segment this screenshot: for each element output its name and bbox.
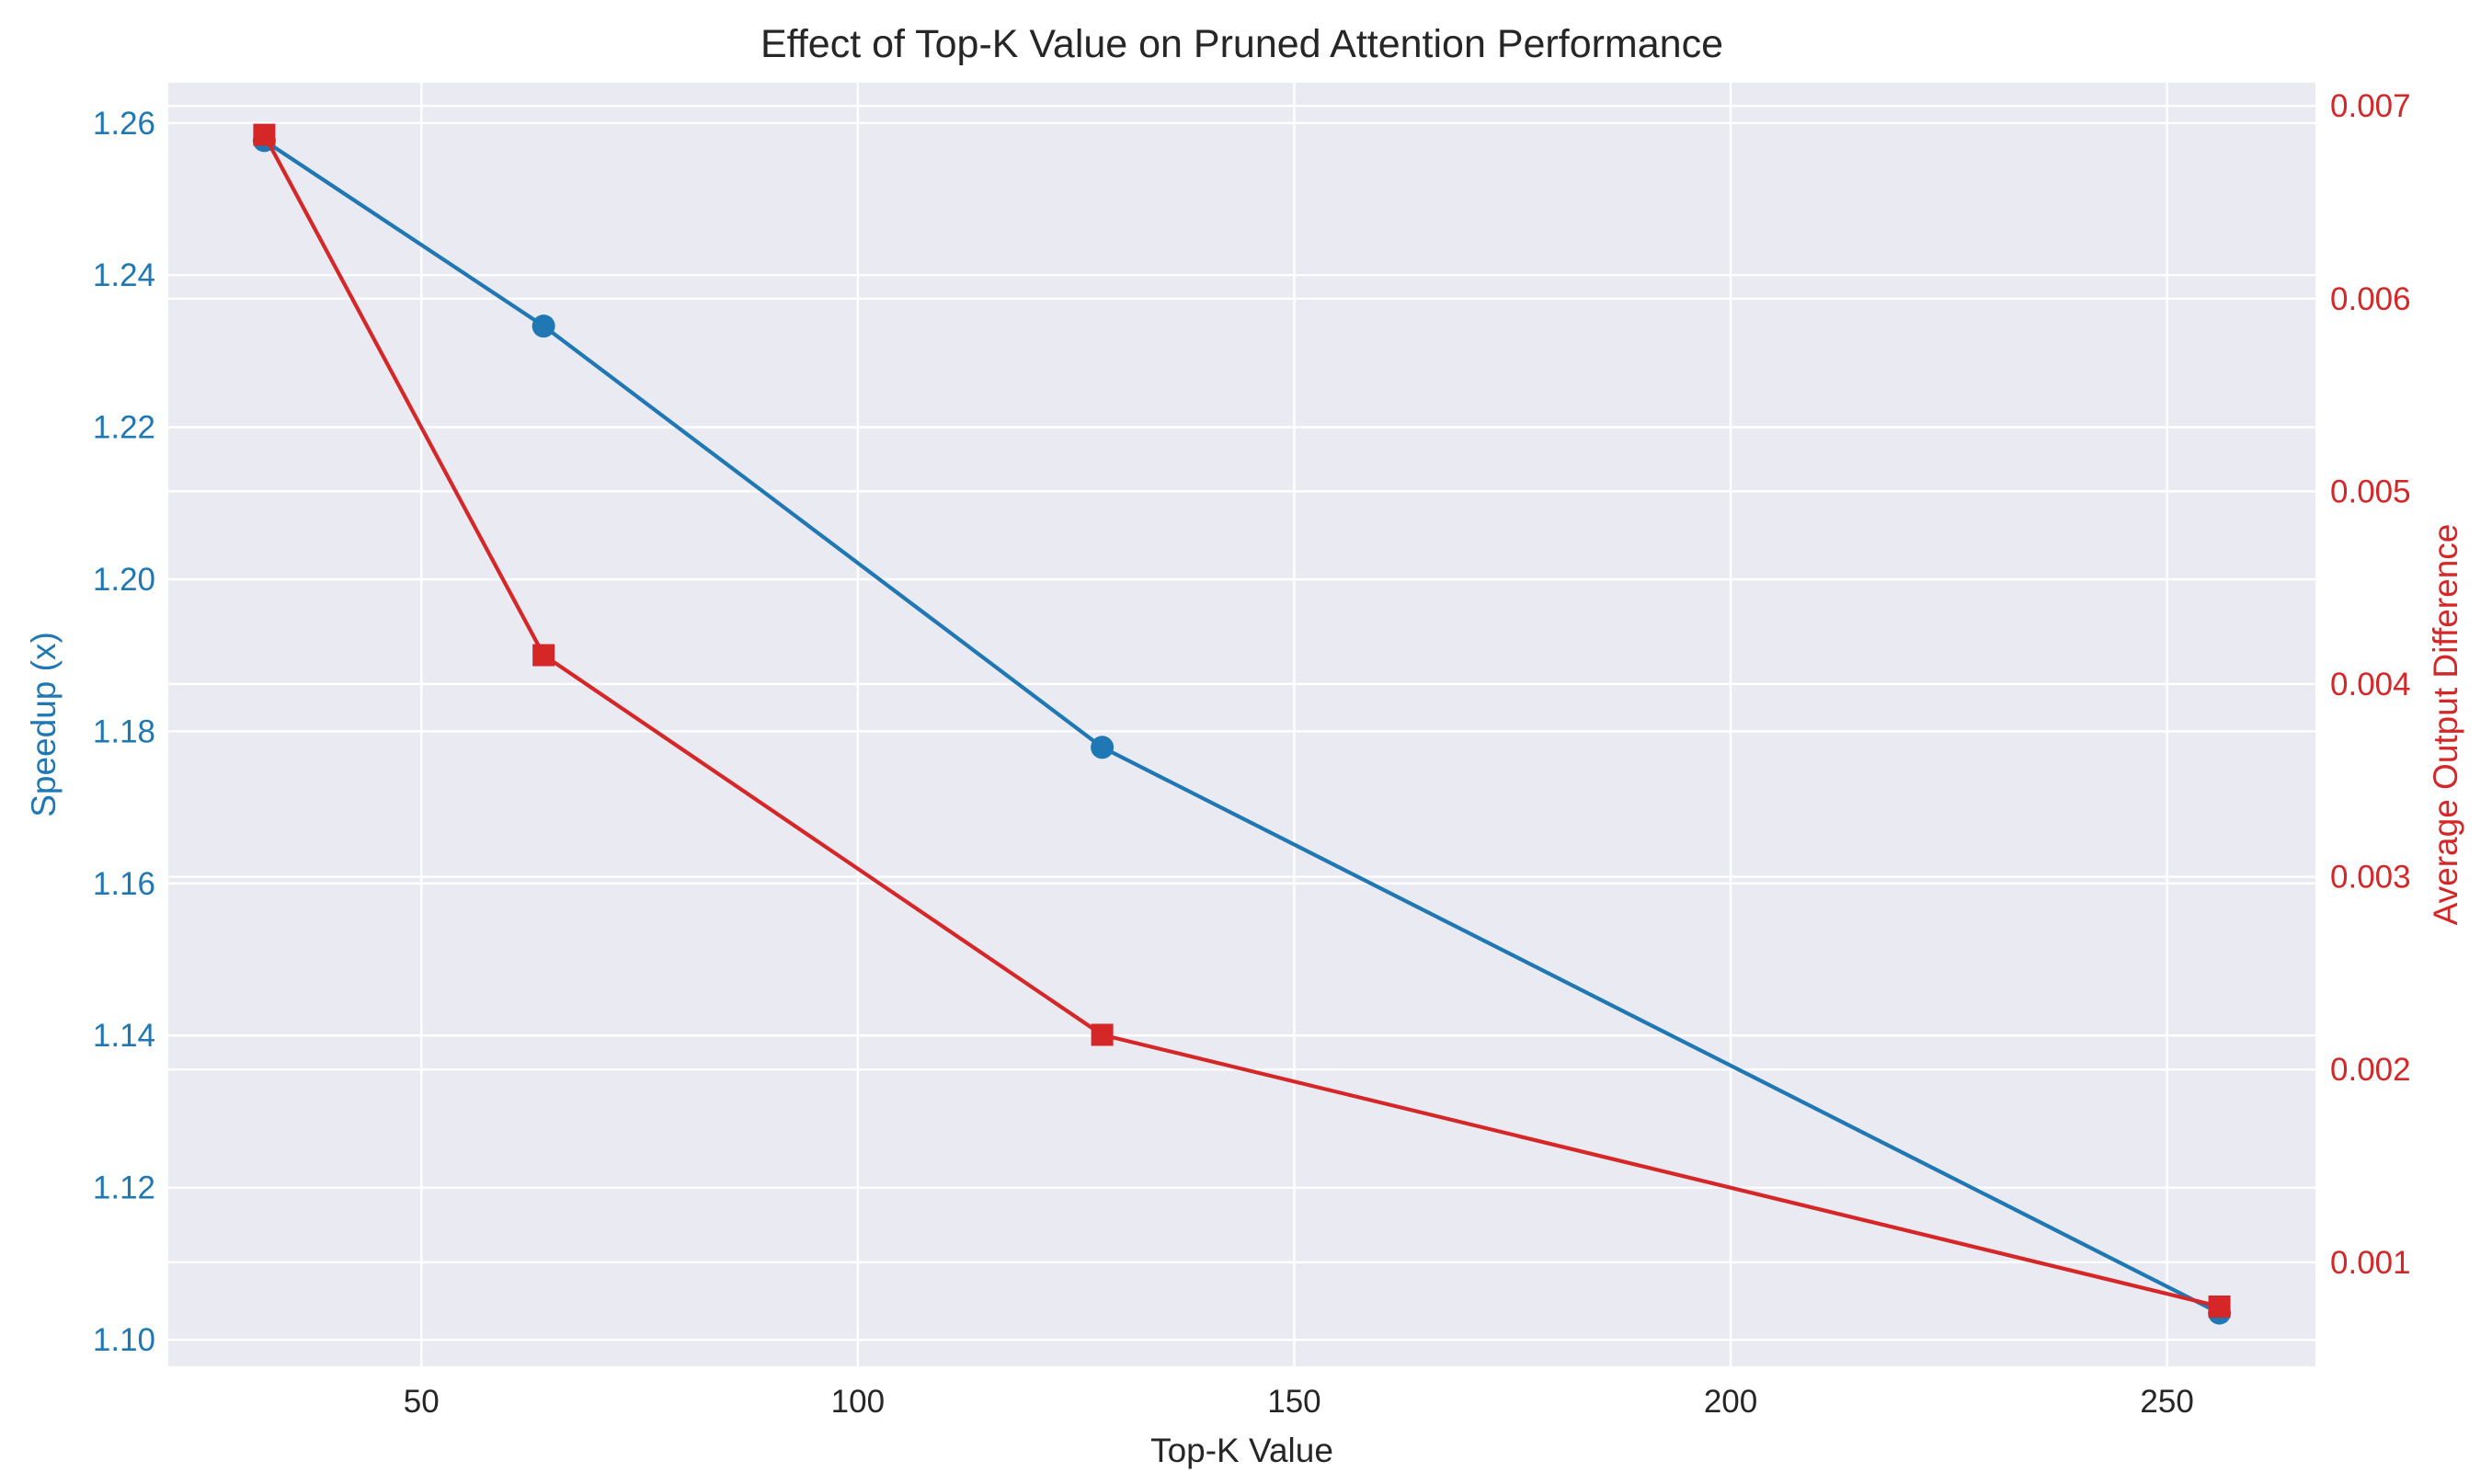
x-tick-label: 100	[831, 1384, 885, 1420]
y-left-tick-label: 1.22	[93, 410, 155, 446]
y-left-tick-label: 1.18	[93, 713, 155, 749]
y-left-axis-label: Speedup (x)	[25, 632, 63, 817]
y-right-tick-label: 0.006	[2330, 281, 2411, 317]
data-point-right	[1091, 1023, 1114, 1046]
plot-area	[168, 83, 2315, 1366]
x-tick-label: 250	[2140, 1384, 2193, 1420]
y-right-tick-label: 0.001	[2330, 1245, 2411, 1281]
data-point-right	[253, 123, 276, 146]
y-left-tick-label: 1.12	[93, 1170, 155, 1206]
y-left-tick-label: 1.10	[93, 1322, 155, 1358]
y-right-tick-label: 0.004	[2330, 667, 2411, 702]
grid-layer	[168, 83, 2315, 1366]
series-layer	[252, 123, 2232, 1325]
y-right-tick-label: 0.007	[2330, 88, 2411, 124]
y-right-tick-label: 0.002	[2330, 1052, 2411, 1088]
data-point-right	[2208, 1296, 2231, 1318]
tick-layer: 50 100 150 200 250 1.10 1.12 1.14 1.16 1.18 1.20 1.…	[93, 88, 2411, 1420]
x-tick-label: 150	[1267, 1384, 1320, 1420]
y-right-tick-label: 0.005	[2330, 474, 2411, 509]
series-line-left	[263, 139, 2221, 1315]
data-point-right	[532, 644, 555, 667]
y-right-axis-label: Average Output Difference	[2427, 524, 2464, 926]
x-tick-label: 200	[1704, 1384, 1757, 1420]
series-line-right	[262, 133, 2221, 1309]
x-tick-label: 50	[404, 1384, 440, 1420]
chart-title: Effect of Top-K Value on Pruned Attentio…	[760, 22, 1723, 66]
y-left-tick-label: 1.20	[93, 562, 155, 598]
y-left-tick-label: 1.16	[93, 866, 155, 902]
y-left-tick-label: 1.26	[93, 106, 155, 142]
data-point-left	[1091, 736, 1115, 759]
y-left-tick-label: 1.24	[93, 257, 155, 293]
y-right-tick-label: 0.003	[2330, 860, 2411, 896]
data-point-left	[532, 314, 555, 338]
x-axis-label: Top-K Value	[1150, 1432, 1333, 1469]
y-left-tick-label: 1.14	[93, 1018, 155, 1054]
